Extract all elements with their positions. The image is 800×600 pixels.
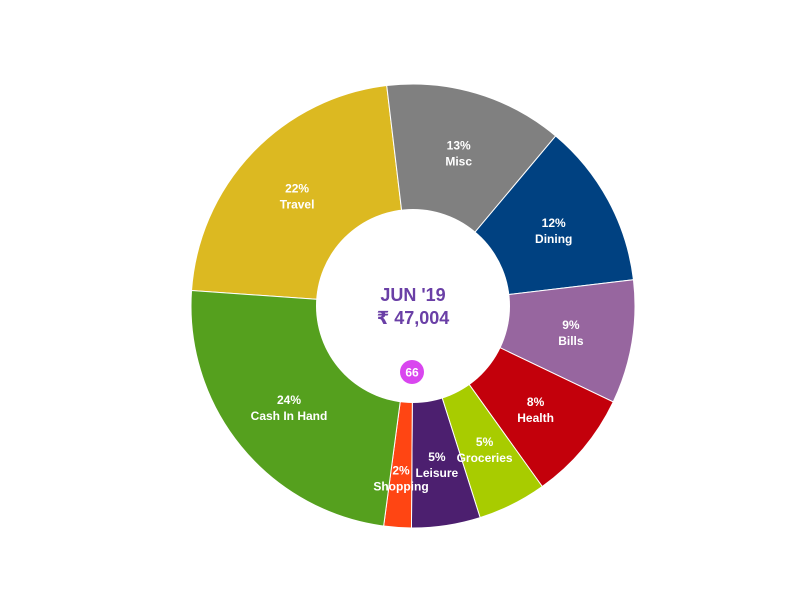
count-badge-value[interactable]: 66 bbox=[405, 366, 419, 380]
count-badge[interactable]: 66 bbox=[400, 360, 424, 384]
slice-category-label: Shopping bbox=[373, 480, 428, 494]
slice-percent-label: 24% bbox=[277, 393, 301, 407]
slice-percent-label: 13% bbox=[447, 139, 471, 153]
slice-category-label: Travel bbox=[280, 198, 315, 212]
center-total-amount: ₹ 47,004 bbox=[377, 308, 450, 328]
slice-category-label: Groceries bbox=[457, 451, 513, 465]
slice-percent-label: 5% bbox=[428, 450, 446, 464]
slice-percent-label: 5% bbox=[476, 435, 494, 449]
center-month-label: JUN '19 bbox=[380, 285, 445, 305]
slice-category-label: Cash In Hand bbox=[251, 409, 328, 423]
slice-percent-label: 9% bbox=[562, 318, 580, 332]
slice-labels: 22% Travel 13% Misc 12% Dining 9% Bills 8% Health… bbox=[251, 139, 584, 494]
count-badge-circle[interactable] bbox=[400, 360, 424, 384]
slice-percent-label: 2% bbox=[392, 464, 410, 478]
slice-percent-label: 22% bbox=[285, 182, 309, 196]
slice-category-label: Health bbox=[517, 411, 554, 425]
slice-percent-label: 8% bbox=[527, 395, 545, 409]
slice-percent-label: 12% bbox=[542, 216, 566, 230]
slice-category-label: Misc bbox=[445, 155, 472, 169]
slice-category-label: Leisure bbox=[416, 466, 459, 480]
slice-category-label: Dining bbox=[535, 232, 572, 246]
donut-hole bbox=[316, 209, 510, 403]
slice-category-label: Bills bbox=[558, 334, 584, 348]
